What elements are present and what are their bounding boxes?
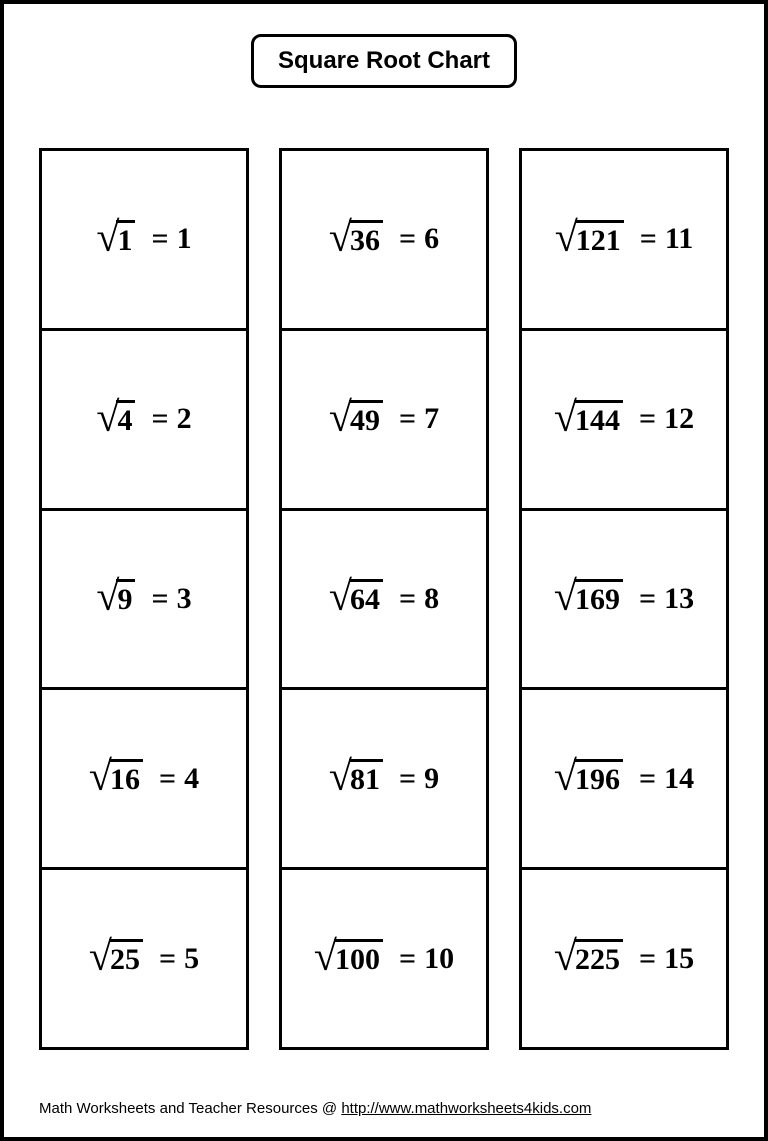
radical-icon: √ 100	[314, 939, 383, 978]
chart-columns: √ 1 = 1 √ 4 = 2	[39, 148, 729, 1050]
radicand: 36	[349, 220, 383, 259]
title-box: Square Root Chart	[251, 34, 517, 88]
result: 5	[184, 942, 199, 976]
result: 4	[184, 762, 199, 796]
equals-sign: =	[159, 942, 176, 976]
chart-cell: √ 144 = 12	[522, 331, 726, 511]
radicand: 100	[334, 939, 383, 978]
chart-cell: √ 81 = 9	[282, 690, 486, 870]
result: 9	[424, 762, 439, 796]
result: 3	[177, 582, 192, 616]
chart-cell: √ 100 = 10	[282, 870, 486, 1047]
radicand: 121	[575, 220, 624, 259]
sqrt-expression: √ 144 = 12	[554, 400, 694, 439]
radical-icon: √ 196	[554, 759, 623, 798]
chart-cell: √ 16 = 4	[42, 690, 246, 870]
radical-icon: √ 121	[555, 220, 624, 259]
chart-cell: √ 25 = 5	[42, 870, 246, 1047]
radical-icon: √ 144	[554, 400, 623, 439]
chart-cell: √ 121 = 11	[522, 151, 726, 331]
sqrt-expression: √ 1 = 1	[96, 220, 191, 259]
result: 12	[664, 402, 694, 436]
chart-cell: √ 196 = 14	[522, 690, 726, 870]
radical-icon: √ 169	[554, 579, 623, 618]
radical-icon: √ 9	[96, 579, 135, 618]
equals-sign: =	[639, 942, 656, 976]
chart-cell: √ 36 = 6	[282, 151, 486, 331]
radicand: 16	[109, 759, 143, 798]
equals-sign: =	[399, 222, 416, 256]
sqrt-expression: √ 25 = 5	[89, 939, 199, 978]
chart-cell: √ 225 = 15	[522, 870, 726, 1047]
chart-cell: √ 9 = 3	[42, 511, 246, 691]
equals-sign: =	[159, 762, 176, 796]
sqrt-expression: √ 49 = 7	[329, 400, 439, 439]
result: 7	[424, 402, 439, 436]
radicand: 144	[574, 400, 623, 439]
radical-icon: √ 25	[89, 939, 143, 978]
radicand: 196	[574, 759, 623, 798]
equals-sign: =	[639, 402, 656, 436]
radical-icon: √ 81	[329, 759, 383, 798]
equals-sign: =	[399, 942, 416, 976]
sqrt-expression: √ 4 = 2	[96, 400, 191, 439]
radical-icon: √ 49	[329, 400, 383, 439]
result: 6	[424, 222, 439, 256]
footer-link[interactable]: http://www.mathworksheets4kids.com	[341, 1100, 591, 1117]
sqrt-expression: √ 225 = 15	[554, 939, 694, 978]
sqrt-expression: √ 169 = 13	[554, 579, 694, 618]
sqrt-expression: √ 16 = 4	[89, 759, 199, 798]
sqrt-expression: √ 81 = 9	[329, 759, 439, 798]
sqrt-expression: √ 196 = 14	[554, 759, 694, 798]
radical-icon: √ 64	[329, 579, 383, 618]
chart-cell: √ 64 = 8	[282, 511, 486, 691]
chart-cell: √ 4 = 2	[42, 331, 246, 511]
radicand: 25	[109, 939, 143, 978]
result: 13	[664, 582, 694, 616]
footer: Math Worksheets and Teacher Resources @ …	[39, 1100, 729, 1117]
equals-sign: =	[399, 582, 416, 616]
sqrt-expression: √ 121 = 11	[555, 220, 694, 259]
result: 15	[664, 942, 694, 976]
chart-column: √ 121 = 11 √ 144 = 12	[519, 148, 729, 1050]
radicand: 225	[574, 939, 623, 978]
equals-sign: =	[639, 582, 656, 616]
equals-sign: =	[639, 762, 656, 796]
chart-cell: √ 49 = 7	[282, 331, 486, 511]
equals-sign: =	[399, 402, 416, 436]
equals-sign: =	[151, 582, 168, 616]
result: 10	[424, 942, 454, 976]
page-title: Square Root Chart	[278, 47, 490, 74]
radicand: 169	[574, 579, 623, 618]
chart-column: √ 1 = 1 √ 4 = 2	[39, 148, 249, 1050]
worksheet-page: Square Root Chart √ 1 = 1 √ 4	[0, 0, 768, 1141]
chart-cell: √ 169 = 13	[522, 511, 726, 691]
equals-sign: =	[151, 222, 168, 256]
radical-icon: √ 4	[96, 400, 135, 439]
sqrt-expression: √ 64 = 8	[329, 579, 439, 618]
result: 2	[177, 402, 192, 436]
sqrt-expression: √ 100 = 10	[314, 939, 454, 978]
sqrt-expression: √ 36 = 6	[329, 220, 439, 259]
radical-icon: √ 36	[329, 220, 383, 259]
chart-cell: √ 1 = 1	[42, 151, 246, 331]
result: 11	[665, 222, 693, 256]
footer-prefix: Math Worksheets and Teacher Resources @	[39, 1100, 341, 1117]
radical-icon: √ 1	[96, 220, 135, 259]
equals-sign: =	[151, 402, 168, 436]
radical-icon: √ 225	[554, 939, 623, 978]
result: 1	[177, 222, 192, 256]
result: 14	[664, 762, 694, 796]
radical-icon: √ 16	[89, 759, 143, 798]
sqrt-expression: √ 9 = 3	[96, 579, 191, 618]
radicand: 49	[349, 400, 383, 439]
chart-column: √ 36 = 6 √ 49 = 7	[279, 148, 489, 1050]
radicand: 81	[349, 759, 383, 798]
equals-sign: =	[399, 762, 416, 796]
equals-sign: =	[640, 222, 657, 256]
radicand: 64	[349, 579, 383, 618]
result: 8	[424, 582, 439, 616]
